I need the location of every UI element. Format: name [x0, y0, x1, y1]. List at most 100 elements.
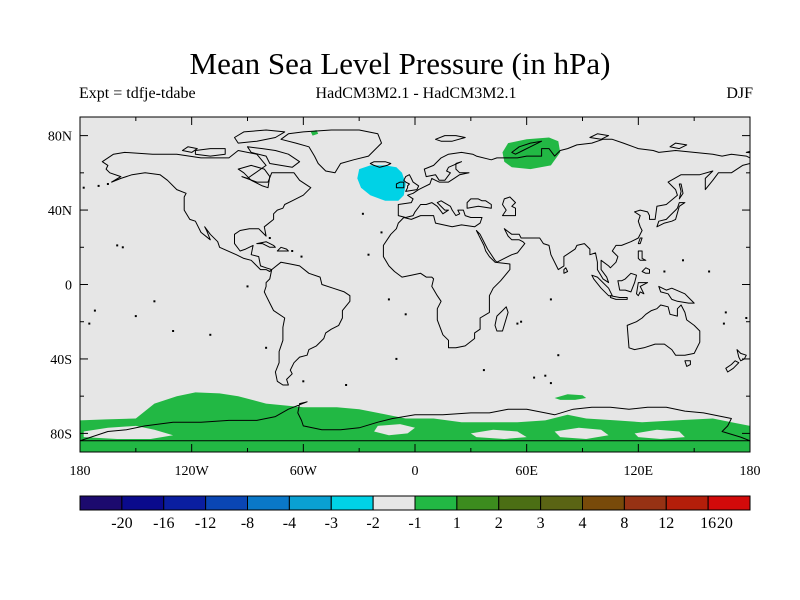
- colorbar-label: -3: [325, 515, 338, 532]
- coastline-baffin: [247, 146, 301, 168]
- colorbar-swatch: [121, 495, 165, 511]
- coastline-black-sea: [466, 198, 492, 209]
- small-island: [291, 250, 294, 252]
- small-island: [544, 374, 547, 377]
- x-tick-label: 60W: [290, 464, 318, 479]
- season-label: DJF: [726, 85, 753, 102]
- small-island: [520, 320, 523, 323]
- small-island: [682, 259, 684, 262]
- coastline-greenland: [280, 129, 382, 174]
- coastline-hispaniola: [276, 246, 289, 252]
- coastline-novaya-zemlya: [511, 140, 543, 155]
- coastline-hudson-interior: [237, 164, 271, 189]
- colorbar-label: 4: [579, 515, 587, 532]
- y-tick-label: 80S: [50, 427, 72, 442]
- colorbar-label: 12: [658, 515, 674, 532]
- anomaly-south-indian-ocean-positive: [554, 394, 587, 400]
- small-island: [345, 384, 348, 386]
- coastline-iceland: [369, 161, 392, 168]
- colorbar-swatch: [288, 495, 332, 511]
- colorbar-label: -16: [153, 515, 174, 532]
- anomaly-north-atlantic-negative: [357, 165, 406, 201]
- coastline-java: [609, 295, 628, 300]
- axis-layer: 80N 40N 0 40S 80S 180 120W 60W 0 60E 120E 180: [48, 117, 761, 479]
- coastline-new-guinea: [658, 285, 695, 304]
- small-island: [404, 313, 407, 316]
- coastline-ellesmere: [234, 129, 286, 144]
- coastline-ireland: [395, 181, 405, 189]
- colorbar: -20 -16 -12 -8 -4 -3 -2 -1 1 2 3 4 8 12 16 20: [79, 495, 751, 532]
- map-frame: [79, 116, 751, 453]
- coastline-borneo: [617, 272, 637, 293]
- colorbar-label: 2: [495, 515, 503, 532]
- coastline-svalbard: [435, 135, 466, 142]
- small-island: [395, 357, 398, 360]
- coastline-sri-lanka: [563, 267, 569, 274]
- coastline-japan: [656, 202, 686, 228]
- colorbar-swatch: [163, 495, 207, 511]
- small-island: [533, 376, 536, 379]
- coastline-layer: [80, 129, 750, 442]
- small-island: [106, 183, 109, 185]
- coastline-cuba: [256, 241, 276, 248]
- small-island: [209, 333, 212, 336]
- colorbar-swatch: [707, 495, 751, 511]
- colorbar-label: 16: [700, 515, 716, 532]
- coastline-sulawesi: [636, 282, 649, 297]
- coastline-north-america: [101, 150, 312, 272]
- colorbar-swatch: [540, 495, 584, 511]
- small-island: [361, 212, 364, 215]
- x-tick-label: 180: [740, 464, 761, 479]
- small-island: [367, 253, 370, 256]
- small-island: [172, 330, 175, 332]
- small-island: [387, 298, 390, 301]
- small-island: [82, 186, 85, 189]
- colorbar-swatch: [456, 495, 500, 511]
- colorbar-label: -20: [111, 515, 132, 532]
- small-island: [246, 285, 249, 288]
- small-island: [116, 244, 119, 247]
- model-label: HadCM3M2.1 - HadCM3M2.1: [315, 85, 517, 102]
- east-antarctic-gap-3: [634, 429, 685, 439]
- small-island: [88, 322, 91, 325]
- colorbar-label: 1: [453, 515, 461, 532]
- small-island: [708, 270, 711, 273]
- anomaly-layer: [80, 130, 750, 452]
- chart-title: Mean Sea Level Pressure (in hPa): [189, 46, 611, 81]
- colorbar-swatch: [205, 495, 249, 511]
- coastline-great-britain: [403, 174, 420, 192]
- ross-sea-gap: [83, 425, 174, 439]
- colorbar-label: -8: [241, 515, 254, 532]
- colorbar-label: 8: [620, 515, 628, 532]
- colorbar-swatch: [414, 495, 458, 511]
- small-island: [93, 309, 96, 312]
- east-antarctic-gap-2: [554, 427, 609, 439]
- weddell-gap: [374, 424, 415, 436]
- small-island: [121, 246, 124, 249]
- small-island: [302, 380, 305, 383]
- x-tick-label: 120W: [175, 464, 210, 479]
- anomaly-siberia-positive: [502, 137, 561, 170]
- small-island: [134, 315, 137, 318]
- small-island: [745, 317, 748, 319]
- small-island: [268, 237, 271, 239]
- colorbar-swatch: [665, 495, 709, 511]
- x-tick-label: 0: [412, 464, 419, 479]
- experiment-label: Expt = tdfje-tdabe: [79, 85, 196, 102]
- colorbar-label: 3: [537, 515, 545, 532]
- coastline-sakhalin: [678, 183, 684, 200]
- small-island: [557, 354, 560, 357]
- y-tick-label: 0: [65, 279, 72, 294]
- coastline-new-siberian: [669, 142, 688, 150]
- y-tick-label: 40N: [48, 204, 72, 219]
- small-island: [724, 311, 727, 314]
- colorbar-label: -4: [283, 515, 296, 532]
- colorbar-swatch: [372, 495, 416, 511]
- coastline-philippines-mindanao: [641, 267, 650, 274]
- coastline-victoria: [194, 148, 226, 157]
- coastline-severnaya-zemlya: [589, 133, 610, 140]
- small-island: [153, 300, 156, 303]
- x-tick-label: 60E: [515, 464, 538, 479]
- colorbar-swatch: [330, 495, 374, 511]
